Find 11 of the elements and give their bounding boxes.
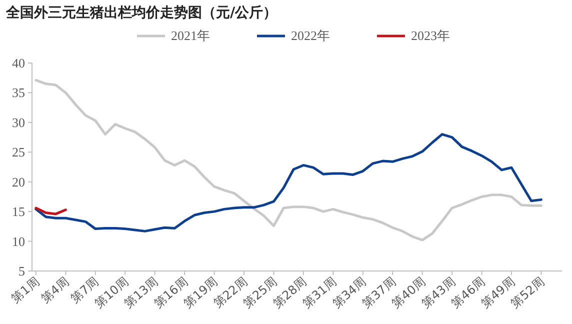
y-tick-label: 30: [12, 114, 25, 130]
y-tick-label: 15: [12, 204, 25, 220]
y-tick-label: 25: [12, 144, 25, 160]
y-tick-label: 35: [12, 85, 25, 100]
y-tick-label: 40: [12, 56, 25, 70]
chart-title: 全国外三元生猪出栏均价走势图（元/公斤）: [5, 4, 278, 21]
legend-label: 2022年: [291, 28, 330, 43]
y-tick-label: 20: [12, 174, 25, 190]
legend-label: 2023年: [411, 28, 450, 43]
y-tick-label: 10: [12, 234, 25, 249]
legend-label: 2021年: [171, 28, 210, 43]
